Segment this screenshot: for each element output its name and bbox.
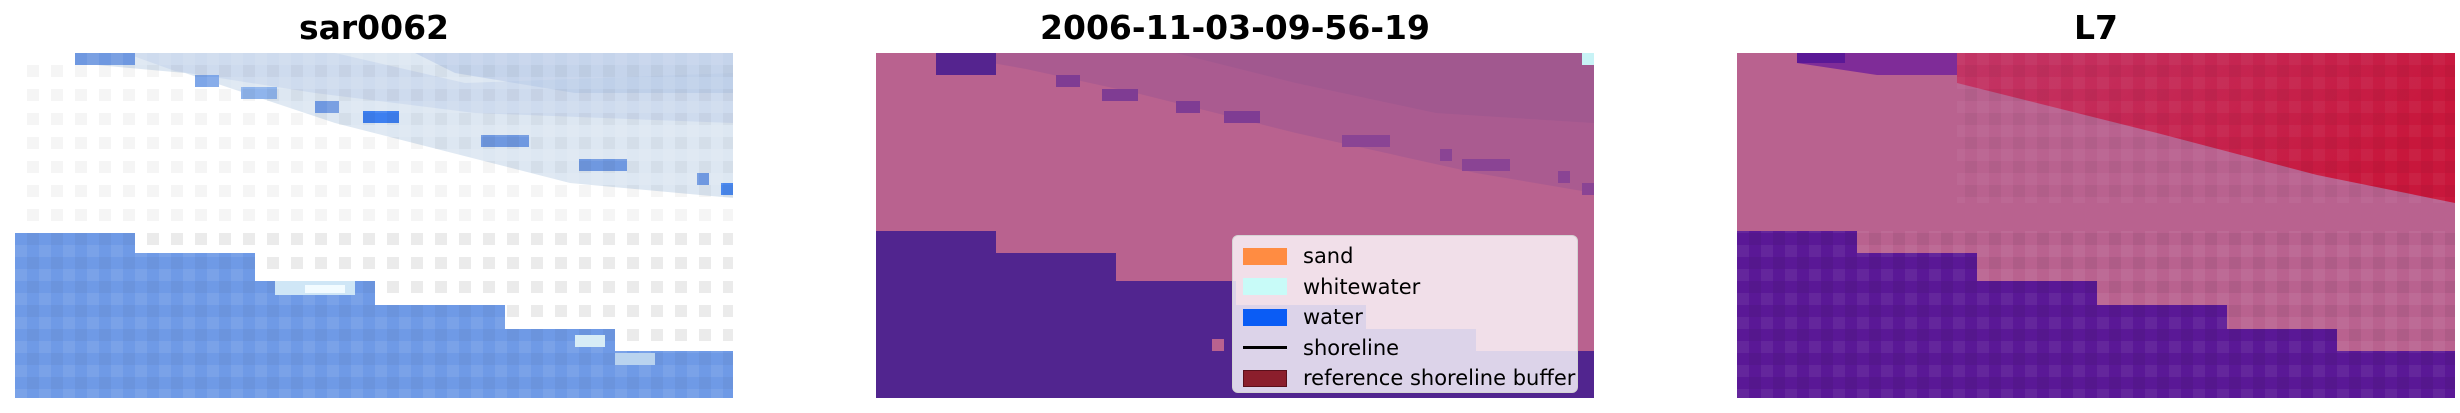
sand-swatch (1243, 247, 1287, 265)
legend: sand whitewater water shoreline referenc… (1232, 235, 1578, 393)
water-swatch (1243, 308, 1287, 326)
whitewater-swatch (1243, 278, 1287, 296)
reference-buffer-swatch (1243, 369, 1287, 387)
panel-title-sar: sar0062 (298, 8, 450, 47)
legend-item-whitewater: whitewater (1243, 272, 1567, 303)
sar-image-panel (15, 53, 733, 398)
legend-item-sand: sand (1243, 241, 1567, 272)
legend-label: sand (1303, 244, 1354, 269)
legend-item-shoreline: shoreline (1243, 333, 1567, 364)
legend-item-water: water (1243, 302, 1567, 333)
legend-label: shoreline (1303, 335, 1400, 360)
panel-title-l7: L7 (2074, 8, 2118, 47)
legend-label: whitewater (1303, 274, 1421, 299)
l7-image-panel (1737, 53, 2455, 398)
shoreline-line-swatch (1243, 339, 1287, 356)
legend-label: water (1303, 305, 1363, 330)
l7-image (1737, 53, 2455, 398)
legend-item-reference-shoreline-buffer: reference shoreline buffer (1243, 363, 1575, 394)
legend-label: reference shoreline buffer (1303, 366, 1576, 391)
panel-title-classified: 2006-11-03-09-56-19 (1040, 8, 1430, 47)
sar-image (15, 53, 733, 398)
